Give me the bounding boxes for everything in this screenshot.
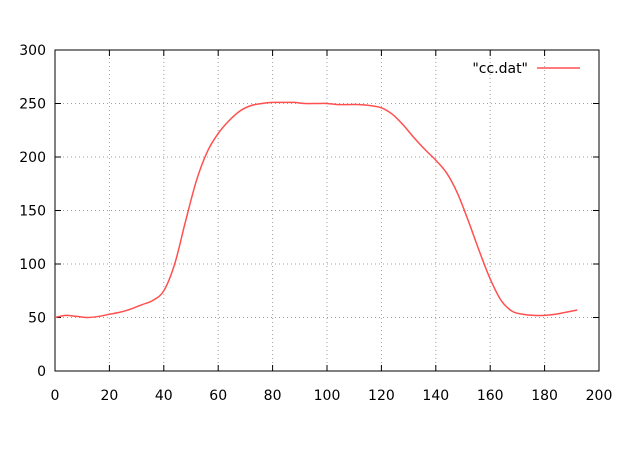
axis-ticks: [54, 49, 600, 372]
series-lines: [54, 101, 578, 319]
x-tick-label: 140: [422, 388, 449, 404]
x-tick-label: 180: [531, 388, 558, 404]
y-tick-label: 250: [19, 97, 46, 113]
legend-label: "cc.dat": [472, 61, 528, 77]
y-tick-label: 300: [19, 43, 46, 59]
x-tick-label: 160: [477, 388, 504, 404]
y-tick-label: 50: [28, 311, 46, 327]
x-tick-label: 100: [314, 388, 341, 404]
y-tick-label: 150: [19, 204, 46, 220]
y-tick-label: 100: [19, 257, 46, 273]
x-tick-label: 40: [155, 388, 173, 404]
y-tick-label: 0: [37, 364, 46, 380]
series-line: [54, 101, 578, 319]
y-tick-label: 200: [19, 150, 46, 166]
x-tick-label: 20: [100, 388, 118, 404]
x-tick-label: 200: [586, 388, 613, 404]
x-tick-label: 120: [368, 388, 395, 404]
legend: "cc.dat": [472, 61, 580, 77]
x-tick-label: 0: [51, 388, 60, 404]
grid: [55, 50, 599, 371]
tick-labels: 0 20 40 60 80 100 120 140 160 180 200 0 50 100 150 200 2…: [19, 43, 612, 404]
x-tick-label: 80: [264, 388, 282, 404]
x-tick-label: 60: [209, 388, 227, 404]
